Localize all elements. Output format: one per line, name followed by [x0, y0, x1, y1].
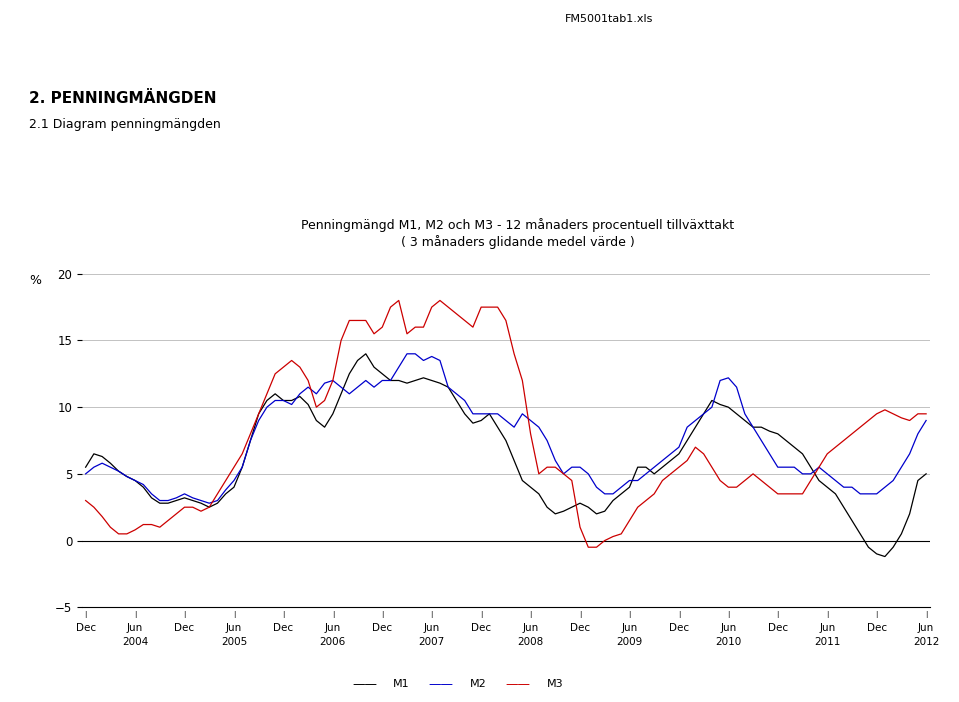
- Text: %: %: [29, 274, 41, 287]
- Text: Jun: Jun: [523, 623, 539, 633]
- Text: |: |: [84, 611, 87, 618]
- Text: |: |: [134, 611, 136, 618]
- Text: 2005: 2005: [221, 637, 247, 647]
- Text: 2006: 2006: [319, 637, 346, 647]
- Text: |: |: [381, 611, 384, 618]
- Text: 2009: 2009: [617, 637, 643, 647]
- Text: M2: M2: [470, 680, 486, 689]
- Text: Jun: Jun: [819, 623, 835, 633]
- Text: |: |: [332, 611, 334, 618]
- Text: 2. PENNINGMÄNGDEN: 2. PENNINGMÄNGDEN: [29, 91, 217, 106]
- Text: M3: M3: [547, 680, 563, 689]
- Text: Dec: Dec: [372, 623, 392, 633]
- Text: |: |: [876, 611, 877, 618]
- Text: ——: ——: [505, 678, 530, 691]
- Text: 2.1 Diagram penningmängden: 2.1 Diagram penningmängden: [29, 118, 221, 131]
- Text: |: |: [924, 611, 927, 618]
- Text: FM5001tab1.xls: FM5001tab1.xls: [565, 14, 653, 24]
- Text: Dec: Dec: [273, 623, 293, 633]
- Text: |: |: [727, 611, 730, 618]
- Text: M1: M1: [393, 680, 409, 689]
- Text: 2007: 2007: [418, 637, 445, 647]
- Text: |: |: [233, 611, 235, 618]
- Text: ——: ——: [429, 678, 454, 691]
- Text: |: |: [529, 611, 532, 618]
- Text: |: |: [282, 611, 285, 618]
- Text: Dec: Dec: [570, 623, 590, 633]
- Text: |: |: [579, 611, 581, 618]
- Text: Penningmängd M1, M2 och M3 - 12 månaders procentuell tillväxttakt: Penningmängd M1, M2 och M3 - 12 månaders…: [301, 218, 735, 232]
- Text: 2008: 2008: [518, 637, 544, 647]
- Text: 2012: 2012: [913, 637, 939, 647]
- Text: Jun: Jun: [621, 623, 638, 633]
- Text: |: |: [431, 611, 433, 618]
- Text: 2011: 2011: [814, 637, 840, 647]
- Text: Dec: Dec: [867, 623, 887, 633]
- Text: |: |: [678, 611, 680, 618]
- Text: |: |: [183, 611, 186, 618]
- Text: Dec: Dec: [668, 623, 689, 633]
- Text: Jun: Jun: [127, 623, 143, 633]
- Text: Jun: Jun: [918, 623, 934, 633]
- Text: Dec: Dec: [768, 623, 788, 633]
- Text: ( 3 månaders glidande medel värde ): ( 3 månaders glidande medel värde ): [401, 235, 635, 249]
- Text: ——: ——: [352, 678, 377, 691]
- Text: Dec: Dec: [76, 623, 96, 633]
- Text: Jun: Jun: [424, 623, 440, 633]
- Text: |: |: [777, 611, 779, 618]
- Text: Dec: Dec: [471, 623, 491, 633]
- Text: Dec: Dec: [175, 623, 195, 633]
- Text: |: |: [826, 611, 829, 618]
- Text: Jun: Jun: [325, 623, 341, 633]
- Text: Jun: Jun: [720, 623, 737, 633]
- Text: |: |: [480, 611, 482, 618]
- Text: |: |: [628, 611, 631, 618]
- Text: Jun: Jun: [225, 623, 242, 633]
- Text: 2004: 2004: [122, 637, 149, 647]
- Text: 2010: 2010: [715, 637, 741, 647]
